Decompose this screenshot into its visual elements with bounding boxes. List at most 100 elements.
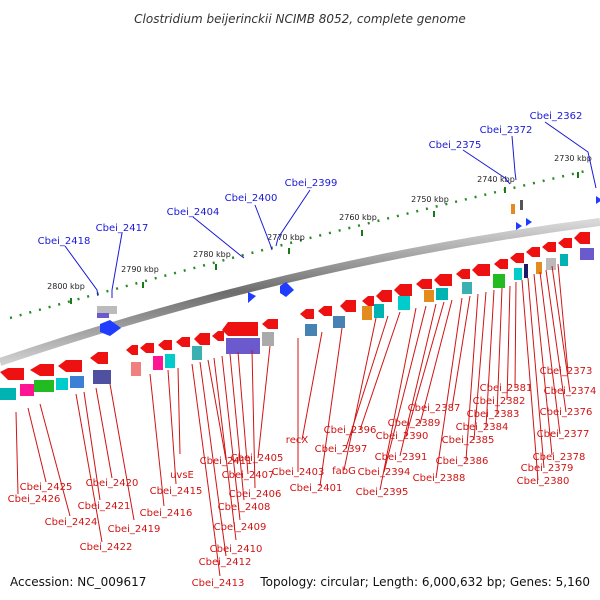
gene-label: fabG (332, 466, 356, 477)
gene-label: Cbei_2403 (272, 467, 325, 478)
reverse-gene (456, 269, 470, 279)
gene-label: Cbei_2406 (229, 489, 282, 500)
gene-label: Cbei_2426 (8, 494, 61, 505)
reverse-gene (300, 309, 314, 319)
gene-label: Cbei_2407 (222, 470, 275, 481)
gene-label: Cbei_2421 (78, 501, 131, 512)
reverse-gene (494, 259, 508, 269)
genome-backbone (0, 218, 600, 366)
forward-gene (248, 292, 256, 303)
gene-label: Cbei_2388 (413, 473, 466, 484)
reverse-gene (194, 333, 210, 345)
bottom-labels: Cbei_2373 Cbei_2374 Cbei_2376 Cbei_2377 … (8, 366, 597, 589)
gene-label: Cbei_2416 (140, 508, 193, 519)
reverse-gene (416, 279, 432, 289)
forward-gene (511, 204, 515, 214)
forward-gene (526, 218, 532, 226)
reverse-gene (30, 364, 54, 376)
map-title: Clostridium beijerinckii NCIMB 8052, com… (134, 12, 466, 26)
category-block (398, 296, 410, 310)
reverse-gene (158, 340, 172, 350)
category-block (524, 264, 528, 278)
reverse-gene (510, 253, 524, 263)
scale-label: 2750 kbp (411, 195, 449, 204)
reverse-gene (318, 306, 332, 316)
gene-label: Cbei_2384 (456, 422, 509, 433)
forward-gene (596, 196, 600, 204)
category-block (192, 346, 202, 360)
gene-label: Cbei_2394 (358, 467, 411, 478)
reverse-gene (212, 331, 224, 341)
gene-label: Cbei_2425 (20, 482, 73, 493)
category-block (493, 274, 505, 288)
gene-label: Cbei_2374 (544, 386, 597, 397)
gene-label: Cbei_2382 (473, 396, 526, 407)
category-block (226, 338, 260, 354)
category-block (34, 380, 54, 392)
gene-label: Cbei_2399 (285, 178, 338, 189)
gene-label: Cbei_2422 (80, 542, 133, 553)
gene-label: Cbei_2420 (86, 478, 139, 489)
scale-label: 2790 kbp (121, 265, 159, 274)
gene-label: Cbei_2379 (521, 463, 574, 474)
gene-label: Cbei_2401 (290, 483, 343, 494)
forward-gene (280, 282, 294, 297)
bottom-leader-lines (15, 263, 571, 577)
category-block (56, 378, 68, 390)
reverse-gene (394, 284, 412, 296)
accession-text: Accession: NC_009617 (10, 575, 146, 589)
gene-label: Cbei_2373 (540, 366, 593, 377)
reverse-strand-features (0, 232, 590, 380)
gene-label: Cbei_2419 (108, 524, 161, 535)
gene-label: Cbei_2410 (210, 544, 263, 555)
gene-label: Cbei_2375 (429, 140, 482, 151)
scale-label: 2770 kbp (267, 233, 305, 242)
forward-strand-features (97, 196, 600, 336)
reverse-gene (558, 238, 572, 248)
gene-label: Cbei_2372 (480, 125, 533, 136)
reverse-gene (376, 290, 392, 302)
category-block (546, 258, 556, 270)
gene-label: Cbei_2413 (192, 578, 245, 589)
reverse-gene (0, 368, 24, 380)
category-block (536, 262, 542, 274)
reverse-gene (472, 264, 490, 276)
reverse-gene (126, 345, 138, 355)
gene-label: Cbei_2385 (442, 435, 495, 446)
category-block (0, 388, 16, 400)
category-block (362, 306, 372, 320)
gene-label: Cbei_2377 (537, 429, 590, 440)
gene-label: Cbei_2408 (218, 502, 271, 513)
category-block (462, 282, 472, 294)
reverse-gene (90, 352, 108, 364)
gene-label: Cbei_2397 (315, 444, 368, 455)
category-block (374, 304, 384, 318)
reverse-gene (362, 296, 374, 306)
gene-label: Cbei_2376 (540, 407, 593, 418)
gene-label: Cbei_2415 (150, 486, 203, 497)
gene-label: Cbei_2390 (376, 431, 429, 442)
category-block (165, 354, 175, 368)
forward-gene (516, 222, 522, 230)
gene-label: Cbei_2386 (436, 456, 489, 467)
scale-label: 2800 kbp (47, 282, 85, 291)
category-block (436, 288, 448, 300)
topology-text: Topology: circular; Length: 6,000,632 bp… (259, 575, 590, 589)
gene-label: Cbei_2396 (324, 425, 377, 436)
category-block (262, 332, 274, 346)
gene-label: Cbei_2362 (530, 111, 583, 122)
gene-label: Cbei_2404 (167, 207, 220, 218)
category-block (70, 376, 84, 388)
gene-label: Cbei_2412 (199, 557, 252, 568)
reverse-gene (140, 343, 154, 353)
category-row (0, 248, 594, 400)
scale-label: 2760 kbp (339, 213, 377, 222)
category-block (153, 356, 163, 370)
category-block (305, 324, 317, 336)
category-block (93, 370, 111, 384)
forward-gene (97, 306, 117, 314)
reverse-gene (340, 300, 356, 312)
scale-label: 2740 kbp (477, 175, 515, 184)
gene-label: Cbei_2418 (38, 236, 91, 247)
